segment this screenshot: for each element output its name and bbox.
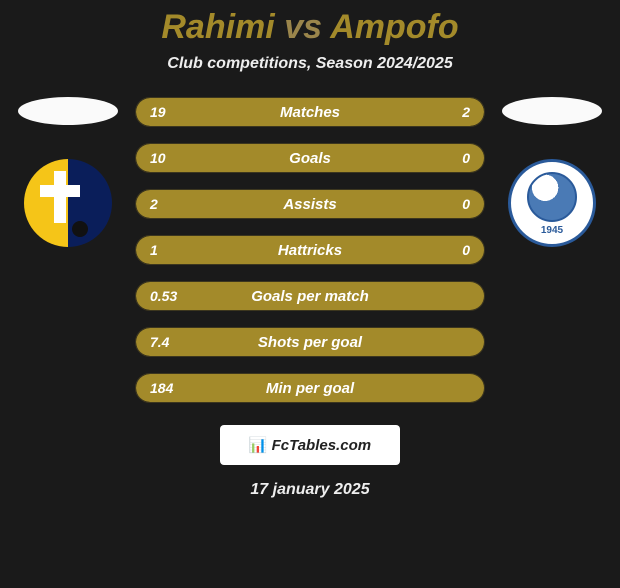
subtitle: Club competitions, Season 2024/2025	[0, 55, 620, 73]
stat-label: Matches	[136, 104, 484, 121]
right-side: 1945	[497, 97, 607, 247]
stat-label: Assists	[136, 196, 484, 213]
stat-bar: 0.53Goals per match	[135, 281, 485, 311]
stat-label: Hattricks	[136, 242, 484, 259]
stat-bar: 100Goals	[135, 143, 485, 173]
stat-label: Shots per goal	[136, 334, 484, 351]
site-name: FcTables.com	[272, 437, 371, 454]
date-label: 17 january 2025	[0, 481, 620, 499]
stat-label: Goals	[136, 150, 484, 167]
stat-label: Goals per match	[136, 288, 484, 305]
stats-bars: 192Matches 100Goals 20Assists 10Hattricks 0.…	[135, 97, 485, 403]
stat-bar: 192Matches	[135, 97, 485, 127]
chart-icon: 📊	[249, 436, 268, 454]
site-logo[interactable]: 📊 FcTables.com	[220, 425, 400, 465]
stat-bar: 7.4Shots per goal	[135, 327, 485, 357]
comparison-content: 192Matches 100Goals 20Assists 10Hattricks 0.…	[0, 97, 620, 403]
player1-name: Rahimi	[161, 8, 274, 46]
player1-club-logo	[24, 159, 112, 247]
comparison-title: Rahimi vs Ampofo	[0, 8, 620, 47]
player2-avatar	[502, 97, 602, 125]
player2-club-logo: 1945	[508, 159, 596, 247]
vs-text: vs	[284, 8, 322, 46]
left-side	[13, 97, 123, 247]
stat-label: Min per goal	[136, 380, 484, 397]
stat-bar: 20Assists	[135, 189, 485, 219]
club-year: 1945	[511, 225, 593, 236]
stat-bar: 10Hattricks	[135, 235, 485, 265]
player2-name: Ampofo	[330, 8, 458, 46]
stat-bar: 184Min per goal	[135, 373, 485, 403]
player1-avatar	[18, 97, 118, 125]
